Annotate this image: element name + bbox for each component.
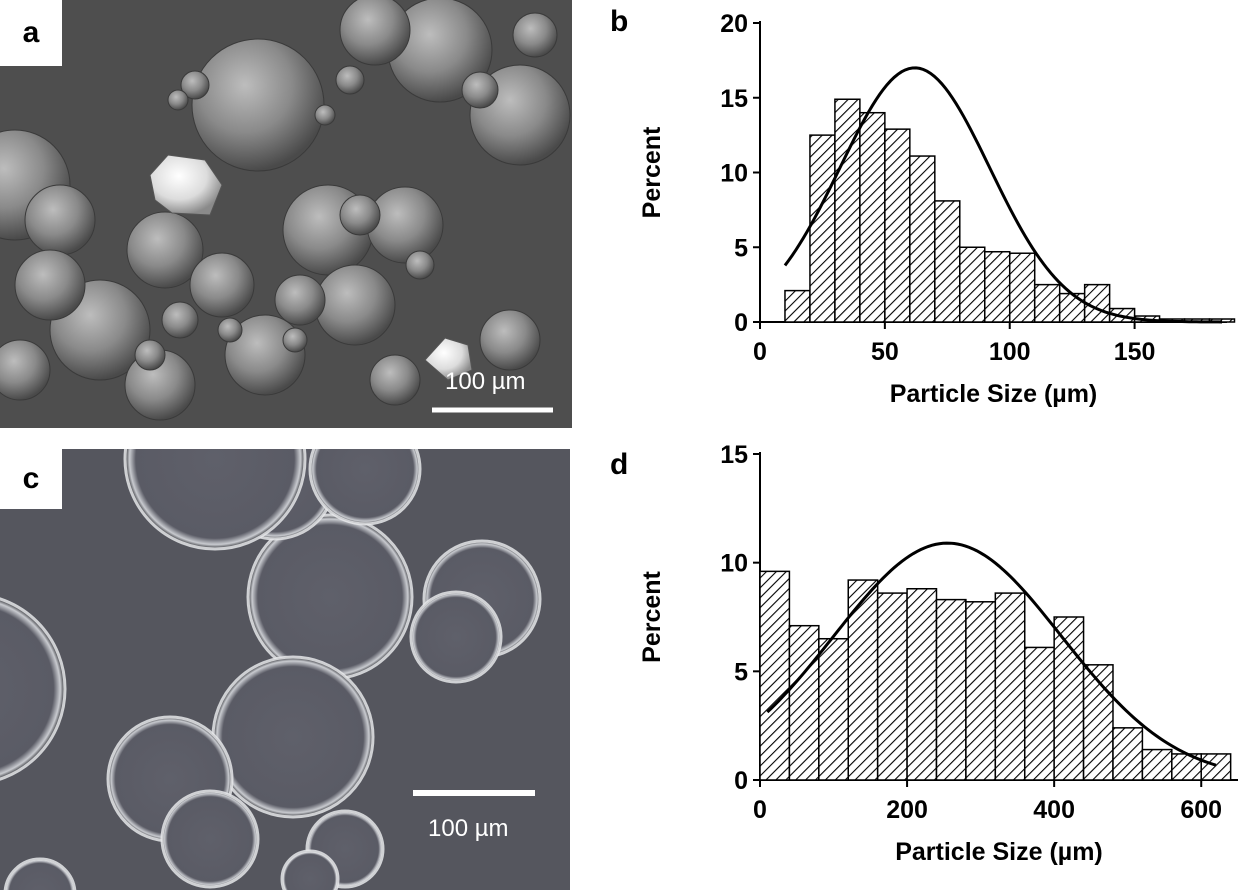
- histogram-bar: [847, 579, 879, 781]
- x-axis-label: Particle Size (µm): [890, 380, 1098, 408]
- histogram-bar: [759, 570, 791, 781]
- histogram-bar: [984, 250, 1011, 323]
- histogram-bar: [994, 592, 1026, 781]
- y-tick-label: 15: [720, 85, 748, 113]
- panel-label-a: a: [0, 0, 62, 66]
- x-tick-label: 400: [1033, 796, 1075, 824]
- histogram-bar: [876, 592, 908, 781]
- histogram-bar: [934, 200, 961, 323]
- panel-label-c: c: [0, 449, 62, 509]
- particle-size-histogram-d: 0 5 10 15 0 200 400 600 Particle Size (µm) Percen…: [638, 441, 1238, 866]
- histogram-bar: [1008, 252, 1036, 323]
- histogram-bar: [1141, 748, 1173, 781]
- histogram-bar: [1082, 664, 1114, 781]
- y-axis-label: Percent: [638, 126, 666, 218]
- x-tick-label: 150: [1114, 338, 1156, 366]
- histogram-bar: [935, 598, 967, 781]
- histogram-bar: [818, 637, 849, 781]
- y-axis-label: Percent: [638, 570, 666, 662]
- panel-label-b: b: [610, 5, 629, 38]
- sem-particles-image: [0, 0, 572, 428]
- optical-scale-bar: [413, 790, 535, 796]
- optical-scale-bar-label: 100 µm: [428, 815, 509, 842]
- y-tick-label: 0: [734, 309, 748, 337]
- normal-fit-curve: [766, 541, 1217, 767]
- y-tick-label: 20: [720, 10, 748, 38]
- particle-size-histogram-b: 0 5 10 15 20 0 50 100 150 Particle Size (µm) Perce…: [638, 10, 1236, 408]
- y-tick-label: 15: [720, 441, 748, 469]
- x-axis-label: Particle Size (µm): [895, 838, 1103, 866]
- histogram-bar: [1112, 727, 1144, 781]
- histogram-bar: [884, 128, 911, 323]
- x-tick-label: 0: [753, 796, 767, 824]
- x-tick-label: 50: [871, 338, 899, 366]
- histogram-bar: [788, 624, 820, 781]
- histogram-bar: [1053, 616, 1085, 781]
- sem-micrograph-panel: a 100 µm: [0, 0, 572, 428]
- normal-fit-curve: [783, 66, 1223, 324]
- y-tick-label: 0: [734, 767, 748, 795]
- histogram-bar: [809, 134, 836, 323]
- panel-label-d: d: [610, 448, 629, 481]
- x-tick-label: 200: [886, 796, 928, 824]
- histogram-bar: [909, 155, 936, 323]
- optical-droplets-image: [0, 449, 570, 890]
- histogram-bar: [959, 246, 986, 323]
- optical-micrograph-panel: c 100 µm: [0, 449, 570, 890]
- histogram-bar: [965, 601, 997, 781]
- histogram-bar: [784, 289, 811, 323]
- sem-scale-bar-label: 100 µm: [445, 368, 526, 395]
- x-tick-label: 0: [753, 338, 767, 366]
- y-tick-label: 10: [720, 160, 748, 188]
- histogram-bar: [1033, 283, 1061, 323]
- histogram-bar: [1023, 646, 1055, 781]
- histogram-bar: [859, 111, 886, 323]
- histogram-bar: [1058, 292, 1086, 323]
- y-tick-label: 5: [734, 234, 748, 262]
- y-tick-label: 5: [734, 658, 748, 686]
- x-tick-label: 100: [989, 338, 1031, 366]
- y-tick-label: 10: [720, 550, 748, 578]
- x-tick-label: 600: [1180, 796, 1222, 824]
- histogram-bar: [906, 587, 938, 781]
- histogram-bar: [1200, 753, 1232, 781]
